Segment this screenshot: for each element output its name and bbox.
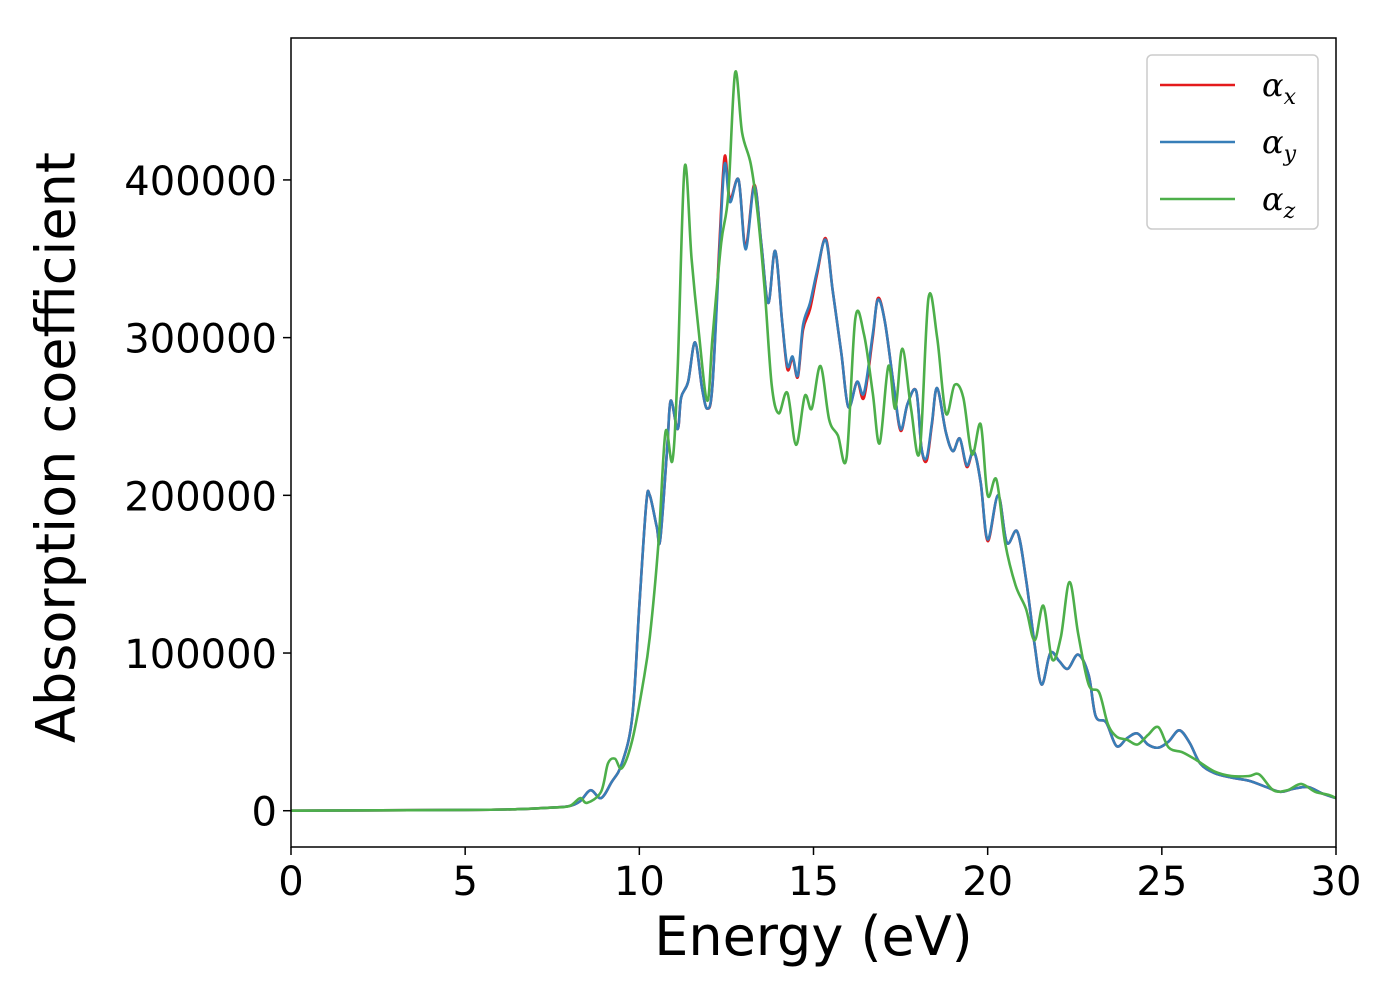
legend-label-x: αx <box>1262 66 1297 110</box>
legend: αx αy αz <box>1146 54 1319 230</box>
x-tick-label: 15 <box>788 859 839 905</box>
legend-label-y: αy <box>1262 123 1297 167</box>
legend-label-z: αz <box>1262 180 1296 224</box>
x-tick-label: 0 <box>278 859 303 905</box>
y-tick-label: 200000 <box>124 474 277 520</box>
y-tick-label: 100000 <box>124 632 277 678</box>
y-axis-label: Absorption coefficient <box>25 152 88 743</box>
x-tick-label: 10 <box>614 859 665 905</box>
y-tick-label: 0 <box>252 790 277 836</box>
x-tick-label: 25 <box>1136 859 1187 905</box>
x-tick-label: 30 <box>1311 859 1362 905</box>
y-tick-label: 300000 <box>124 317 277 363</box>
x-axis-label: Energy (eV) <box>654 905 973 968</box>
x-tick-label: 5 <box>452 859 477 905</box>
series-layer <box>290 70 1337 813</box>
series-line-z <box>290 70 1337 813</box>
x-axis-ticks: 0 5 10 15 20 25 30 <box>278 847 1361 905</box>
y-tick-label: 400000 <box>124 159 277 205</box>
x-tick-label: 20 <box>962 859 1013 905</box>
y-axis-ticks: 0 100000 200000 300000 400000 <box>124 159 291 836</box>
